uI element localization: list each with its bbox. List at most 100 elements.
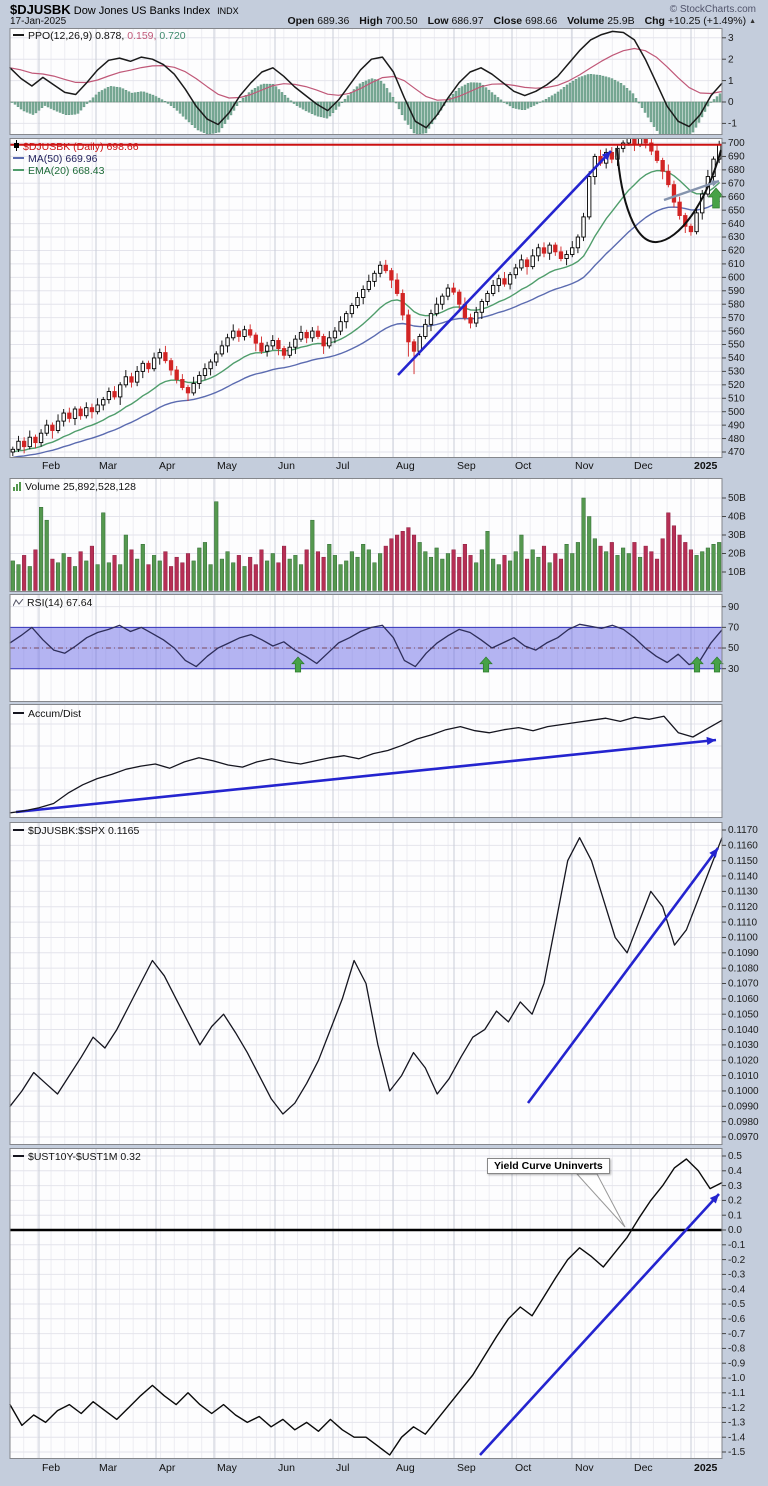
- svg-text:30: 30: [728, 664, 740, 675]
- month-label-jun: Jun: [278, 1462, 295, 1474]
- ppo-label: PPO(12,26,9): [28, 30, 93, 42]
- ema-value: 668.43: [72, 165, 105, 177]
- accum-dist-label: Accum/Dist: [28, 708, 82, 720]
- rsi-legend: RSI(14) 67.64: [12, 597, 93, 609]
- svg-text:0.5: 0.5: [728, 1151, 742, 1162]
- svg-text:510: 510: [728, 393, 745, 404]
- ppo-line: [9, 30, 723, 129]
- ratio-legend: $DJUSBK:$SPX 0.1165: [13, 825, 139, 837]
- svg-text:0.0980: 0.0980: [728, 1117, 759, 1128]
- svg-text:650: 650: [728, 205, 745, 216]
- svg-text:0.1040: 0.1040: [728, 1025, 759, 1036]
- chg-up-triangle-icon: ▲: [749, 18, 756, 25]
- svg-text:0.1160: 0.1160: [728, 841, 758, 852]
- accum-dist-panel: [9, 704, 723, 818]
- low-label: Low: [427, 15, 449, 27]
- svg-text:-1.2: -1.2: [728, 1403, 746, 1414]
- svg-text:-0.2: -0.2: [728, 1255, 746, 1266]
- volume-value: 25.9B: [607, 15, 635, 27]
- svg-text:-1.5: -1.5: [728, 1447, 746, 1458]
- svg-text:640: 640: [728, 219, 745, 230]
- price-panel: 700 690 680 670 660 650 640 630 620 610 600 590 580 5…: [9, 138, 745, 458]
- symbol: $DJUSBK: [10, 2, 71, 17]
- month-label-sep: Sep: [457, 1462, 476, 1474]
- month-label-nov: Nov: [575, 460, 594, 472]
- yield-spread-line: [9, 1158, 723, 1456]
- rsi-squiggle-icon: [12, 598, 24, 607]
- svg-text:-1.0: -1.0: [728, 1373, 746, 1384]
- svg-text:490: 490: [728, 420, 745, 431]
- month-label-dec: Dec: [634, 1462, 653, 1474]
- month-label-nov: Nov: [575, 1462, 594, 1474]
- yield-value: 0.32: [120, 1151, 141, 1163]
- ppo-panel: 3 2 1 0 -1: [9, 28, 737, 135]
- ratio-panel: 0.1170 0.1160 0.1150 0.1140 0.1130 0.1120 0.11…: [9, 822, 759, 1145]
- svg-text:-1.3: -1.3: [728, 1418, 746, 1429]
- svg-text:530: 530: [728, 367, 745, 378]
- stockcharts-credit: © StockCharts.com: [669, 4, 756, 15]
- svg-text:10B: 10B: [728, 567, 746, 578]
- candlestick-icon: [14, 140, 19, 151]
- svg-text:0.1060: 0.1060: [728, 994, 759, 1005]
- svg-text:0.4: 0.4: [728, 1166, 742, 1177]
- svg-text:0.1010: 0.1010: [728, 1071, 759, 1082]
- svg-text:0.1110: 0.1110: [728, 917, 758, 928]
- yield-legend: $UST10Y-$UST1M 0.32: [13, 1151, 141, 1163]
- ratio-label: $DJUSBK:$SPX: [28, 825, 106, 837]
- month-label-dec: Dec: [634, 460, 653, 472]
- month-label-apr: Apr: [159, 460, 176, 472]
- svg-text:470: 470: [728, 447, 745, 458]
- svg-text:590: 590: [728, 286, 745, 297]
- high-label: High: [359, 15, 383, 27]
- uptrend-arrow: [397, 150, 612, 376]
- right-axis-labels: 700 690 680 670 660 650 640 630 620 610 600 590 580 5…: [722, 138, 745, 458]
- chart-header: $DJUSBK Dow Jones US Banks Index INDX: [10, 2, 239, 17]
- svg-text:90: 90: [728, 602, 740, 613]
- yield-swatch-icon: [13, 1155, 24, 1157]
- svg-text:480: 480: [728, 434, 745, 445]
- ppo-histogram: [10, 74, 722, 135]
- ma-value: 669.96: [65, 153, 98, 165]
- accum-dist-line: [9, 715, 723, 814]
- svg-text:520: 520: [728, 380, 745, 391]
- volume-panel: 50B 40B 30B 20B 10B: [9, 478, 746, 592]
- ema20-line: [12, 169, 720, 453]
- ppo-value: 0.878,: [95, 30, 125, 42]
- rsi-green-up-arrow: [291, 656, 305, 673]
- callout-tail: [575, 1173, 626, 1228]
- svg-text:0.2: 0.2: [728, 1196, 742, 1207]
- svg-text:0.0: 0.0: [728, 1225, 742, 1236]
- svg-text:0.0970: 0.0970: [728, 1132, 759, 1143]
- svg-text:-0.1: -0.1: [728, 1240, 746, 1251]
- month-label-may: May: [217, 1462, 237, 1474]
- yield-grid: [10, 1148, 723, 1459]
- svg-text:570: 570: [728, 313, 745, 324]
- svg-text:610: 610: [728, 259, 745, 270]
- month-label-may: May: [217, 460, 237, 472]
- month-label-jul: Jul: [336, 460, 350, 472]
- price-last: 698.66: [106, 141, 139, 153]
- rsi-value: 67.64: [66, 597, 93, 609]
- svg-text:-1.1: -1.1: [728, 1388, 746, 1399]
- ratio-swatch-icon: [13, 829, 24, 831]
- month-label-mar: Mar: [99, 1462, 118, 1474]
- svg-text:630: 630: [728, 232, 745, 243]
- chg-value: +10.25 (+1.49%): [667, 15, 747, 27]
- svg-text:-0.6: -0.6: [728, 1314, 746, 1325]
- yield-curve-annotation: Yield Curve Uninverts: [487, 1158, 610, 1174]
- svg-text:660: 660: [728, 192, 745, 203]
- accum-dist-legend: Accum/Dist: [13, 708, 81, 720]
- month-label-aug: Aug: [396, 460, 415, 472]
- ma50-line: [12, 200, 720, 458]
- rsi-green-up-arrow: [479, 656, 493, 673]
- month-label-jun: Jun: [278, 460, 295, 472]
- ppo-signal-value: 0.159,: [127, 30, 157, 42]
- svg-text:550: 550: [728, 340, 745, 351]
- quote-row: Open 689.36 High 700.50 Low 686.97 Close…: [280, 15, 756, 27]
- ratio-grid: [10, 822, 723, 1145]
- volume-panel-label: Volume: [25, 481, 61, 493]
- svg-text:-1: -1: [728, 119, 737, 130]
- ratio-trend-arrow: [526, 847, 720, 1104]
- svg-text:0.1020: 0.1020: [728, 1055, 759, 1066]
- ma-label: MA(50): [28, 153, 63, 165]
